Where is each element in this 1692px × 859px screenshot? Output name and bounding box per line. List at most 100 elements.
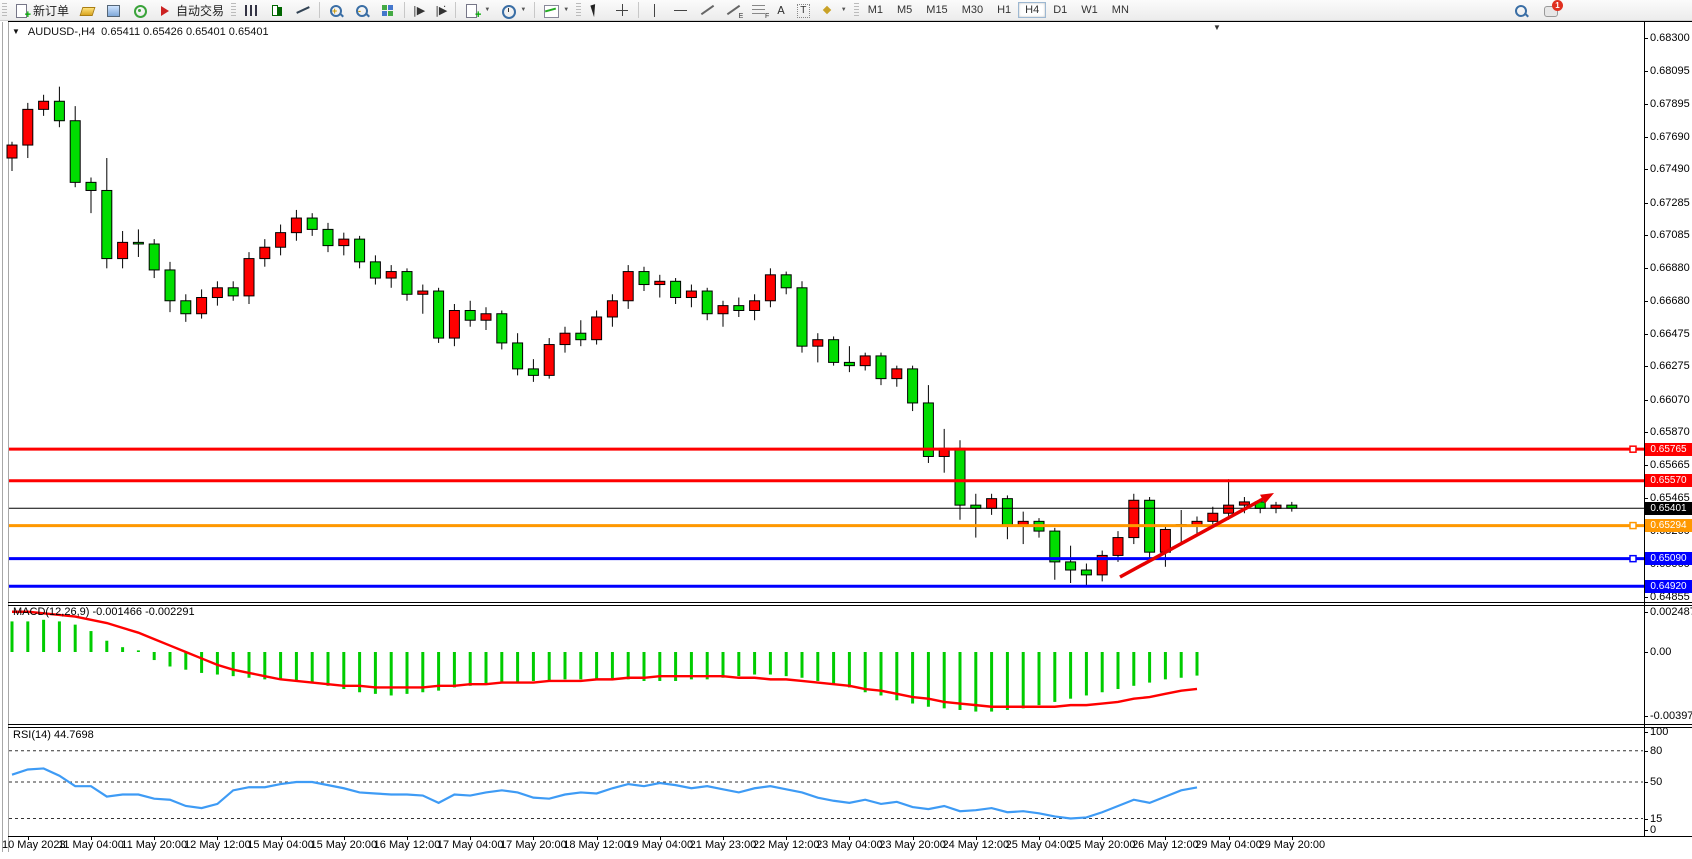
candle-body[interactable] xyxy=(796,287,808,347)
candle-body[interactable] xyxy=(148,243,160,271)
collapse-triangle-icon[interactable]: ▼ xyxy=(12,27,20,36)
toolbar-grip[interactable] xyxy=(231,3,237,17)
pane-separator[interactable] xyxy=(8,727,1692,728)
candle-body[interactable] xyxy=(559,332,571,346)
timeframe-button-D1[interactable]: D1 xyxy=(1053,4,1068,16)
candle-body[interactable] xyxy=(433,290,445,339)
bar-chart-button[interactable] xyxy=(238,0,264,20)
timeframe-button-H1[interactable]: H1 xyxy=(997,4,1012,16)
candle-body[interactable] xyxy=(622,271,634,302)
candle-body[interactable] xyxy=(290,217,302,234)
candle-body[interactable] xyxy=(1223,504,1235,514)
candle-body[interactable] xyxy=(733,305,745,311)
periods-button[interactable]: ▼ xyxy=(495,0,531,20)
candle-body[interactable] xyxy=(211,287,223,299)
timeframe-button-W1[interactable]: W1 xyxy=(1081,4,1098,16)
candle-body[interactable] xyxy=(227,287,239,297)
trend-arrow[interactable] xyxy=(1119,497,1264,579)
channel-button[interactable]: E xyxy=(720,0,746,20)
candle-body[interactable] xyxy=(717,305,729,315)
auto-scroll-button[interactable]: |▶̇ xyxy=(430,0,452,20)
chart-shift-button[interactable]: |▶ xyxy=(408,0,430,20)
candle-body[interactable] xyxy=(638,271,650,286)
line-chart-button[interactable] xyxy=(290,0,316,20)
timeframe-button-M5[interactable]: M5 xyxy=(897,4,913,16)
candle-body[interactable] xyxy=(354,238,366,263)
candle-body[interactable] xyxy=(401,271,413,295)
candle-body[interactable] xyxy=(1207,512,1219,522)
candle-body[interactable] xyxy=(164,269,176,302)
timeframe-button-M15[interactable]: M15 xyxy=(926,4,948,16)
timeframe-button-M30[interactable]: M30 xyxy=(961,4,984,16)
candle-body[interactable] xyxy=(322,228,334,247)
candle-body[interactable] xyxy=(1080,569,1092,576)
candle-body[interactable] xyxy=(369,261,381,279)
candle-body[interactable] xyxy=(417,290,429,295)
candle-body[interactable] xyxy=(670,280,682,299)
candle-body[interactable] xyxy=(1049,530,1061,563)
timeframe-button-M1[interactable]: M1 xyxy=(867,4,883,16)
timeframe-button-H4[interactable]: H4 xyxy=(1018,2,1047,18)
candle-body[interactable] xyxy=(685,290,697,299)
candle-body[interactable] xyxy=(1238,501,1250,506)
candle-body[interactable] xyxy=(53,100,65,122)
candle-body[interactable] xyxy=(591,316,603,341)
candle-body[interactable] xyxy=(448,309,460,339)
candle-body[interactable] xyxy=(306,217,318,230)
candle-body[interactable] xyxy=(259,246,271,260)
candle-body[interactable] xyxy=(575,332,587,341)
zoom-in-button[interactable]: + xyxy=(323,0,349,20)
candle-body[interactable] xyxy=(843,361,855,367)
candlestick-chart-button[interactable] xyxy=(264,0,290,20)
market-watch-button[interactable] xyxy=(74,0,100,20)
toolbar-grip[interactable] xyxy=(2,3,7,17)
candle-body[interactable] xyxy=(480,313,492,321)
candle-body[interactable] xyxy=(780,274,792,289)
candle-body[interactable] xyxy=(243,258,255,297)
timeframe-button-MN[interactable]: MN xyxy=(1111,4,1129,16)
candle-body[interactable] xyxy=(1065,561,1077,571)
signals-button[interactable] xyxy=(126,0,152,20)
pane-separator[interactable] xyxy=(8,602,1692,603)
candle-body[interactable] xyxy=(464,309,476,321)
candle-body[interactable] xyxy=(812,339,824,347)
notifications-button[interactable]: 1 xyxy=(1538,0,1564,20)
candle-body[interactable] xyxy=(986,498,998,509)
candle-body[interactable] xyxy=(907,368,919,404)
autotrading-button[interactable]: 自动交易 xyxy=(152,0,229,20)
candle-body[interactable] xyxy=(69,120,81,183)
candle-body[interactable] xyxy=(859,355,871,367)
tile-windows-button[interactable] xyxy=(375,0,401,20)
candle-body[interactable] xyxy=(512,342,524,370)
candle-body[interactable] xyxy=(764,274,776,302)
zoom-out-button[interactable]: - xyxy=(349,0,375,20)
candle-body[interactable] xyxy=(891,368,903,380)
candle-body[interactable] xyxy=(101,189,113,260)
candle-body[interactable] xyxy=(196,297,208,315)
chart-window[interactable]: ▼ AUDUSD-,H4 0.65411 0.65426 0.65401 0.6… xyxy=(0,21,1692,852)
candle-body[interactable] xyxy=(1128,499,1140,539)
hline-handle[interactable] xyxy=(1629,445,1637,453)
candle-body[interactable] xyxy=(527,368,539,376)
horizontal-line-button[interactable] xyxy=(668,0,694,20)
candle-body[interactable] xyxy=(275,232,287,248)
candle-body[interactable] xyxy=(338,238,350,247)
candle-body[interactable] xyxy=(496,313,508,344)
candle-body[interactable] xyxy=(606,300,618,318)
candle-body[interactable] xyxy=(654,280,666,286)
candle-body[interactable] xyxy=(875,355,887,380)
toolbar-grip[interactable] xyxy=(853,3,859,17)
candle-body[interactable] xyxy=(38,100,50,110)
text-button[interactable]: A xyxy=(772,0,790,20)
search-button[interactable] xyxy=(1508,0,1534,20)
pane-separator[interactable] xyxy=(8,605,1692,606)
candle-body[interactable] xyxy=(85,181,97,191)
crosshair-button[interactable] xyxy=(609,0,635,20)
candle-body[interactable] xyxy=(117,241,129,260)
candle-body[interactable] xyxy=(132,241,144,245)
candle-body[interactable] xyxy=(922,402,934,457)
pane-separator[interactable] xyxy=(8,724,1692,725)
hline-handle[interactable] xyxy=(1629,521,1637,530)
fibonacci-button[interactable]: F xyxy=(746,0,772,20)
hline-handle[interactable] xyxy=(1629,554,1637,563)
